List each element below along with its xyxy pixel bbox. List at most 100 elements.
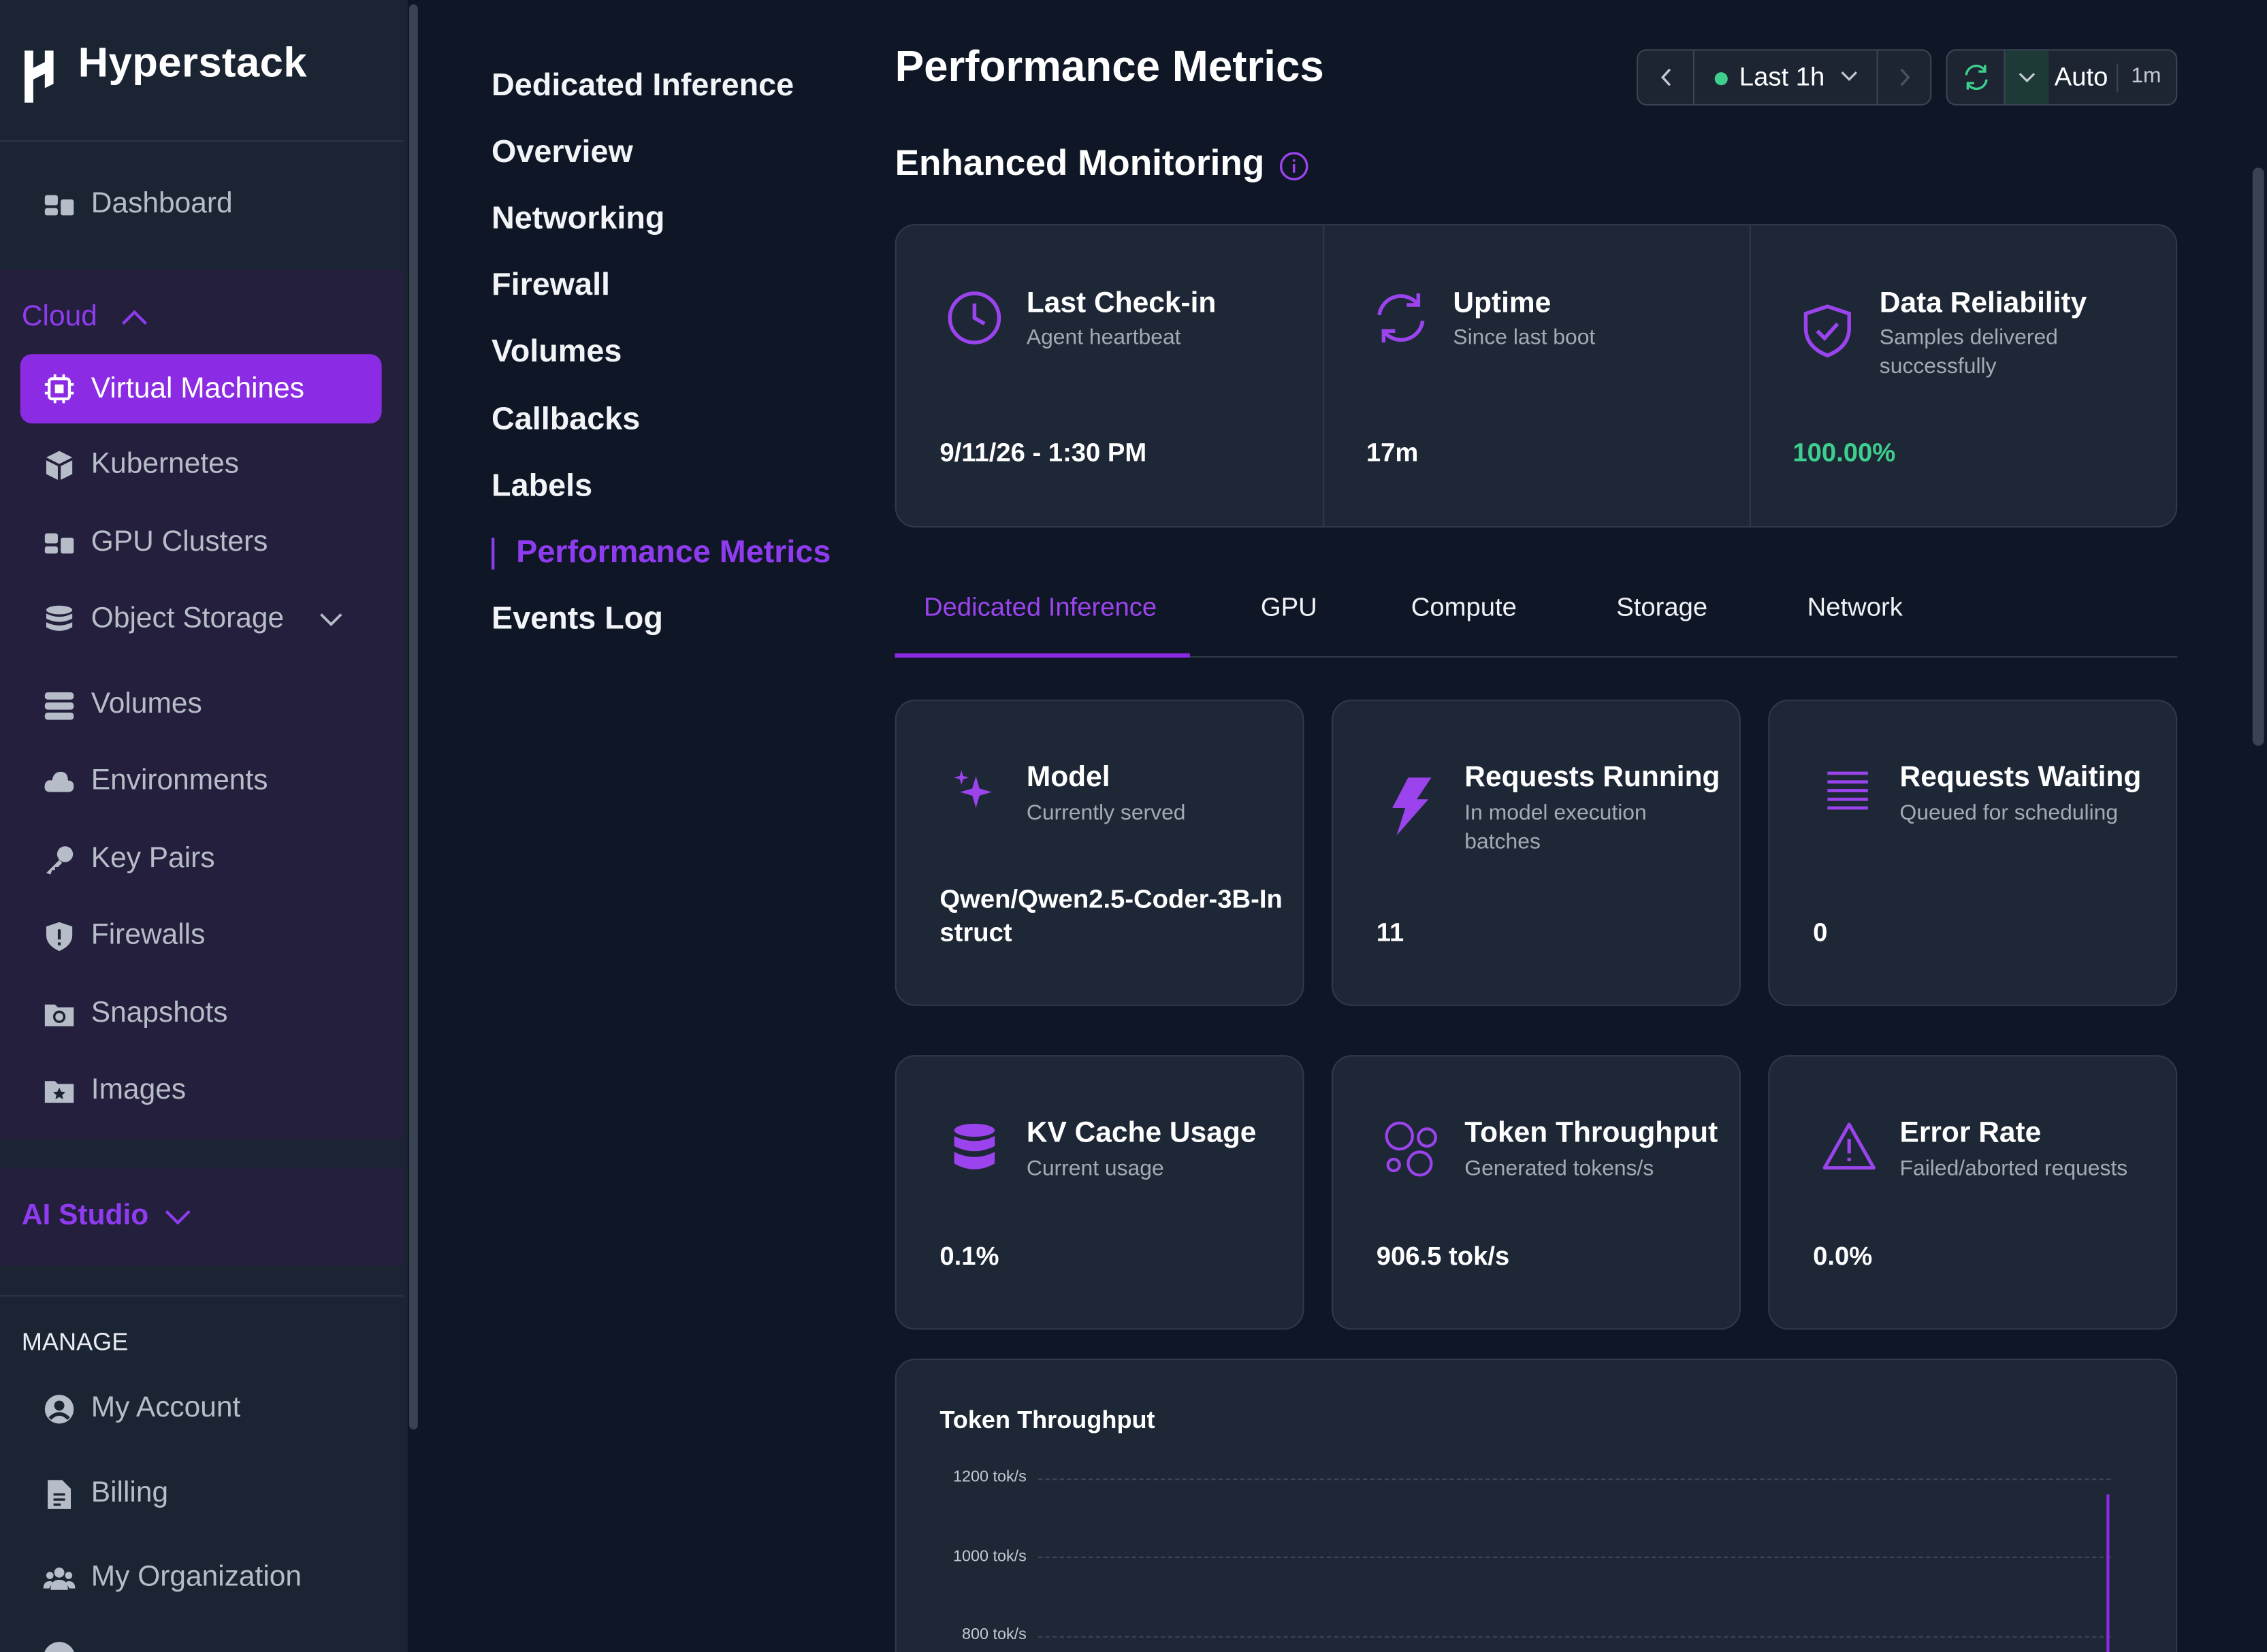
prev-range-button[interactable] (1638, 50, 1694, 104)
subnav-item-performance-metrics[interactable]: Performance Metrics (516, 533, 831, 570)
card-value: Qwen/Qwen2.5-Coder-3B-Instruct (939, 884, 1283, 947)
sidebar-scrollbar[interactable] (409, 4, 418, 1430)
sidebar-item-billing[interactable]: Billing (20, 1460, 382, 1527)
sidebar-item-object-storage[interactable]: Object Storage (20, 585, 382, 652)
sidebar-item-label: Object Storage (91, 602, 285, 634)
monitoring-card: Last Check-in Agent heartbeat 9/11/26 - … (895, 224, 2178, 528)
tab-dedicated-inference[interactable]: Dedicated Inference (924, 592, 1157, 622)
tab-network[interactable]: Network (1807, 592, 1903, 622)
sidebar-item-label: Kubernetes (91, 447, 240, 479)
sidebar-item-label: Key Pairs (91, 841, 215, 874)
card-title: Last Check-in (1026, 287, 1217, 320)
active-indicator (492, 537, 495, 570)
sidebar-item-label: Firewalls (91, 918, 206, 951)
card-value: 11 (1376, 918, 1404, 947)
sidebar-item-volumes[interactable]: Volumes (20, 670, 382, 737)
tab-gpu[interactable]: GPU (1260, 592, 1317, 622)
sidebar-item-my-organization[interactable]: My Organization (20, 1544, 382, 1610)
card-title: Model (1026, 762, 1110, 794)
metric-card-model: Model Currently served Qwen/Qwen2.5-Code… (895, 699, 1304, 1006)
hyperstack-logo-icon (20, 48, 58, 106)
card-subtitle: Agent heartbeat (1026, 325, 1181, 350)
subnav-item-callbacks[interactable]: Callbacks (492, 400, 641, 437)
divider (1749, 225, 1751, 526)
main-scrollbar[interactable] (2252, 167, 2264, 746)
card-title: Requests Running (1464, 762, 1720, 794)
time-range-value: Last 1h (1739, 62, 1825, 91)
subnav-item-overview[interactable]: Overview (492, 133, 633, 169)
brand-name: Hyperstack (78, 40, 308, 87)
sidebar-item-key-pairs[interactable]: Key Pairs (20, 825, 382, 892)
cloud-icon (44, 766, 76, 798)
refresh-mode-value[interactable]: Auto (2054, 62, 2108, 91)
ai-studio-group-title[interactable]: AI Studio (21, 1199, 149, 1232)
y-tick-label: 800 tok/s (962, 1625, 1027, 1644)
info-icon[interactable] (1278, 150, 1310, 182)
card-value: 906.5 tok/s (1376, 1242, 1510, 1271)
user-circle-icon (44, 1393, 76, 1425)
time-range-select[interactable]: Last 1h (1694, 50, 1877, 104)
cube-icon (44, 449, 76, 481)
tab-compute[interactable]: Compute (1411, 592, 1517, 622)
database-icon (44, 604, 76, 636)
card-title: Token Throughput (1464, 1117, 1718, 1150)
sidebar-item-environments[interactable]: Environments (20, 747, 382, 814)
sidebar-item-dashboard[interactable]: Dashboard (20, 171, 382, 238)
team-icon (43, 1562, 76, 1594)
sidebar-item-gpu-clusters[interactable]: GPU Clusters (20, 508, 382, 575)
gridline (1038, 1478, 2111, 1480)
cloud-group-title[interactable]: Cloud (21, 300, 97, 333)
divider (0, 140, 404, 142)
sidebar-item-label: Environments (91, 764, 268, 796)
chevron-up-icon[interactable] (120, 305, 148, 328)
subnav-item-events-log[interactable]: Events Log (492, 600, 663, 636)
card-value: 17m (1366, 438, 1419, 467)
volumes-icon (44, 690, 76, 722)
metric-card-requests-running: Requests Running In model execution batc… (1331, 699, 1741, 1006)
subnav-item-volumes[interactable]: Volumes (492, 332, 622, 369)
chip-icon (44, 373, 76, 405)
tab-storage[interactable]: Storage (1616, 592, 1708, 622)
refresh-button[interactable] (1948, 50, 2006, 104)
section-title: Enhanced Monitoring (895, 143, 1265, 184)
card-title: KV Cache Usage (1026, 1117, 1257, 1150)
sidebar-item-label: Dashboard (91, 187, 233, 219)
divider (2117, 63, 2119, 93)
card-title: Error Rate (1899, 1117, 2042, 1150)
warning-icon (1822, 1120, 1877, 1172)
next-range-button[interactable] (1876, 50, 1932, 104)
chevron-right-icon (1900, 68, 1910, 86)
sidebar-item-images[interactable]: Images (20, 1056, 382, 1123)
partial-icon (43, 1642, 76, 1652)
gridline (1038, 1636, 2111, 1638)
dashboard-icon (44, 189, 76, 221)
ai-studio-group (0, 1167, 404, 1267)
document-icon (44, 1478, 76, 1510)
sidebar-item-label: Images (91, 1073, 187, 1105)
chevron-down-icon[interactable] (318, 609, 344, 629)
bubbles-icon (1382, 1120, 1440, 1178)
sidebar-item-virtual-machines[interactable]: Virtual Machines (20, 354, 382, 424)
refresh-interval-value[interactable]: 1m (2131, 63, 2161, 88)
live-dot-icon (1714, 72, 1728, 86)
sidebar-item-my-account[interactable]: My Account (20, 1374, 382, 1441)
card-title: Data Reliability (1879, 287, 2087, 320)
sidebar-item-snapshots[interactable]: Snapshots (20, 980, 382, 1047)
sidebar-item-firewalls[interactable]: Firewalls (20, 902, 382, 969)
active-tab-indicator (895, 653, 1190, 658)
subnav-item-labels[interactable]: Labels (492, 466, 593, 503)
snapshot-icon (44, 999, 76, 1031)
card-value: 9/11/26 - 1:30 PM (939, 438, 1147, 467)
sidebar-item-kubernetes[interactable]: Kubernetes (20, 431, 382, 498)
subnav-item-dedicated-inference[interactable]: Dedicated Inference (492, 66, 794, 103)
chevron-down-icon[interactable] (163, 1205, 192, 1229)
card-subtitle: Queued for scheduling (1899, 800, 2119, 826)
sidebar-item-label: Virtual Machines (91, 372, 305, 404)
card-subtitle: Currently served (1026, 800, 1186, 826)
subnav-item-networking[interactable]: Networking (492, 199, 665, 236)
sidebar-item-label: Snapshots (91, 997, 228, 1029)
card-subtitle: Failed/aborted requests (1899, 1156, 2128, 1181)
refresh-icon (1965, 65, 1988, 91)
refresh-mode-toggle[interactable] (2005, 50, 2049, 104)
subnav-item-firewall[interactable]: Firewall (492, 265, 611, 302)
